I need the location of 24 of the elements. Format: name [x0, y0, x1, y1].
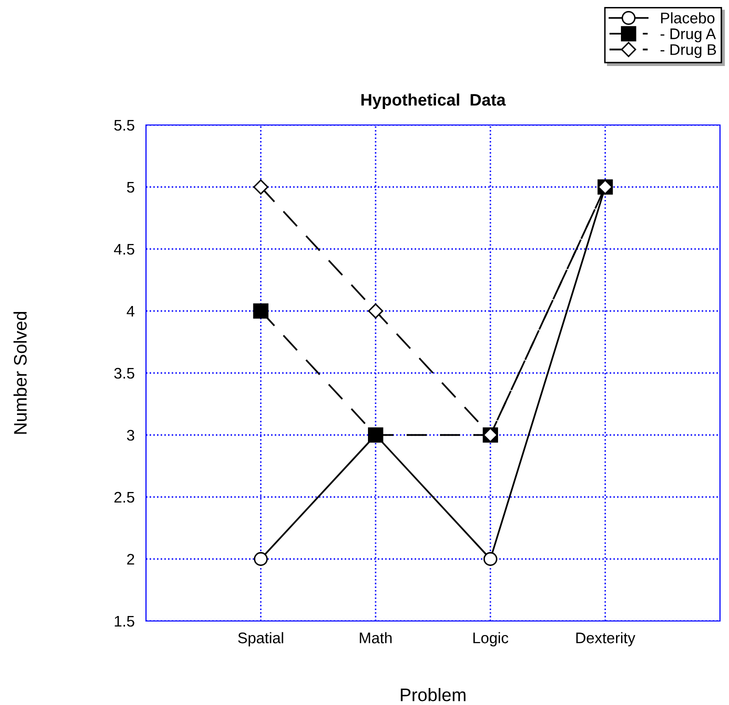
y-tick-label: 3.5	[114, 368, 134, 379]
y-tick-label: 5	[127, 182, 134, 193]
y-tick-label: 2	[127, 554, 134, 565]
y-tick-label: 5.5	[114, 120, 134, 131]
x-tick-label: Spatial	[238, 632, 284, 646]
y-tick-label: 4.5	[114, 244, 134, 255]
point	[368, 303, 384, 319]
y-tick-label: 1.5	[114, 616, 134, 627]
legend-label: - Drug A	[660, 28, 716, 42]
y-tick-label: 2.5	[114, 492, 134, 503]
point	[254, 552, 268, 566]
x-tick-label: Math	[360, 632, 392, 644]
point	[253, 303, 268, 319]
point	[483, 552, 498, 566]
y-tick-label: 4	[126, 306, 134, 317]
y-tick-label: 3	[126, 430, 134, 441]
x-axis-title: Problem	[400, 688, 466, 702]
legend-label: Placebo	[661, 12, 714, 24]
legend-label: - Drug B	[660, 44, 716, 58]
x-tick-label: Logic	[473, 632, 508, 646]
chart-title: Hypothetical Data	[361, 93, 506, 110]
point	[253, 179, 268, 195]
y-axis-title: Number Solved	[13, 312, 27, 434]
x-tick-label: Dexterity	[576, 632, 636, 646]
